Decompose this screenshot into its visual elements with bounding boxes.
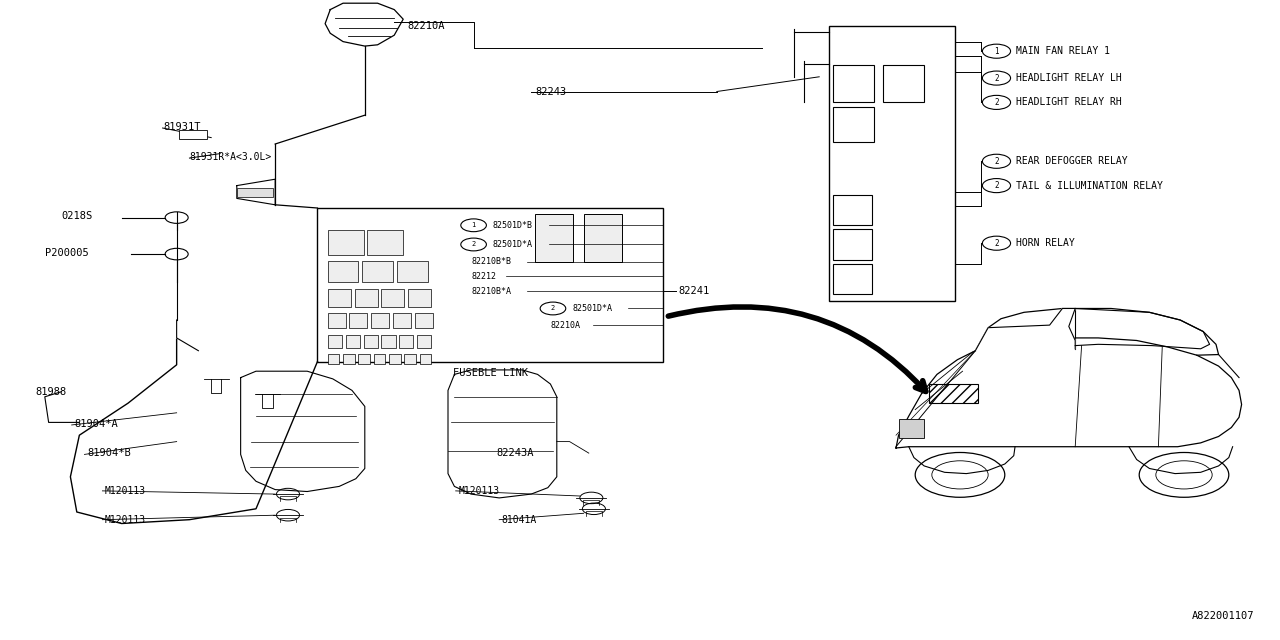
Text: HORN RELAY: HORN RELAY — [1016, 238, 1074, 248]
Bar — [393, 313, 411, 328]
Text: MAIN FAN RELAY 1: MAIN FAN RELAY 1 — [1016, 46, 1110, 56]
Text: 82210A: 82210A — [550, 321, 580, 330]
Text: HEADLIGHT RELAY RH: HEADLIGHT RELAY RH — [1016, 97, 1121, 108]
Bar — [408, 289, 431, 307]
Text: REAR DEFOGGER RELAY: REAR DEFOGGER RELAY — [1016, 156, 1128, 166]
Text: P200005: P200005 — [45, 248, 88, 258]
Bar — [367, 230, 403, 255]
Text: 81041A: 81041A — [502, 515, 538, 525]
Bar — [404, 354, 416, 364]
Bar — [833, 65, 874, 102]
Bar — [833, 264, 872, 294]
Text: TAIL & ILLUMINATION RELAY: TAIL & ILLUMINATION RELAY — [1016, 180, 1162, 191]
Text: FUSEBLE LINK: FUSEBLE LINK — [453, 368, 527, 378]
Text: 1: 1 — [471, 222, 476, 228]
Bar — [362, 261, 393, 282]
Bar — [397, 261, 428, 282]
Bar — [381, 335, 396, 348]
Text: 81904*A: 81904*A — [74, 419, 118, 429]
Bar — [179, 130, 207, 139]
Text: 0218S: 0218S — [61, 211, 92, 221]
Bar — [343, 354, 355, 364]
Bar — [417, 335, 431, 348]
Text: 2: 2 — [995, 239, 998, 248]
Text: 2: 2 — [550, 305, 556, 312]
Bar — [420, 354, 431, 364]
Text: 82210B*B: 82210B*B — [471, 257, 511, 266]
Bar — [883, 65, 924, 102]
Text: 2: 2 — [995, 74, 998, 83]
Bar — [415, 313, 433, 328]
Bar — [328, 289, 351, 307]
Text: 81931T: 81931T — [164, 122, 201, 132]
Bar — [833, 229, 872, 260]
Text: M120113: M120113 — [105, 486, 146, 496]
Bar — [399, 335, 413, 348]
Text: A822001107: A822001107 — [1192, 611, 1254, 621]
Bar — [358, 354, 370, 364]
Text: 82501D*A: 82501D*A — [493, 240, 532, 249]
Text: 82212: 82212 — [471, 272, 497, 281]
Text: 81904*B: 81904*B — [87, 448, 131, 458]
Bar — [328, 335, 342, 348]
Bar — [929, 384, 978, 403]
Text: M120113: M120113 — [458, 486, 499, 496]
Bar — [389, 354, 401, 364]
Text: M120113: M120113 — [105, 515, 146, 525]
Text: 82243A: 82243A — [497, 448, 534, 458]
Bar — [346, 335, 360, 348]
Text: HEADLIGHT RELAY LH: HEADLIGHT RELAY LH — [1016, 73, 1121, 83]
Bar — [535, 214, 573, 262]
Text: 2: 2 — [995, 181, 998, 190]
Bar — [237, 188, 273, 197]
Text: 81988: 81988 — [36, 387, 67, 397]
Text: 2: 2 — [995, 157, 998, 166]
Bar — [328, 261, 358, 282]
Bar — [328, 313, 346, 328]
Bar — [364, 335, 378, 348]
Bar — [355, 289, 378, 307]
Bar — [829, 26, 955, 301]
Text: 2: 2 — [995, 98, 998, 107]
Bar — [833, 195, 872, 225]
Bar — [374, 354, 385, 364]
Text: 81931R*A<3.0L>: 81931R*A<3.0L> — [189, 152, 271, 162]
Bar — [381, 289, 404, 307]
Bar — [349, 313, 367, 328]
FancyArrowPatch shape — [668, 307, 925, 392]
Bar — [833, 107, 874, 142]
Text: 82243: 82243 — [535, 86, 566, 97]
Bar — [899, 419, 924, 438]
Bar — [317, 208, 663, 362]
Text: 82241: 82241 — [678, 286, 709, 296]
Text: 2: 2 — [471, 241, 476, 248]
Text: 82210A: 82210A — [407, 20, 444, 31]
Bar — [584, 214, 622, 262]
Text: 82501D*B: 82501D*B — [493, 221, 532, 230]
Text: 1: 1 — [995, 47, 998, 56]
Text: 82210B*A: 82210B*A — [471, 287, 511, 296]
Bar — [371, 313, 389, 328]
Polygon shape — [975, 308, 1075, 351]
Bar — [328, 230, 364, 255]
Bar — [328, 354, 339, 364]
Text: 82501D*A: 82501D*A — [572, 304, 612, 313]
